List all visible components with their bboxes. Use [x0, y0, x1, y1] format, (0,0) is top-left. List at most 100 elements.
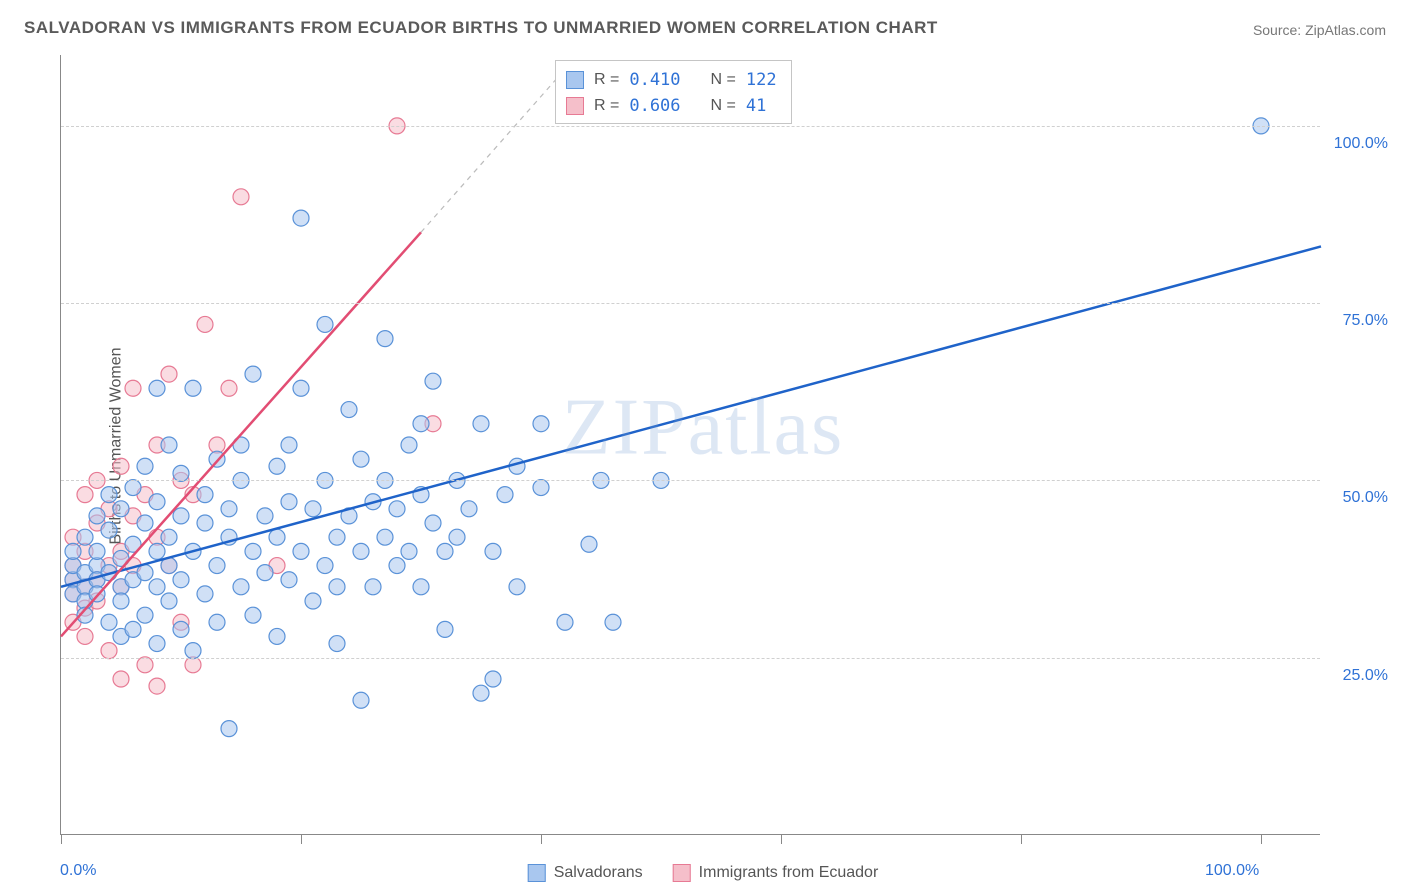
n-label: N = [711, 93, 736, 119]
scatter-point [293, 543, 309, 559]
scatter-point [269, 458, 285, 474]
scatter-point [281, 494, 297, 510]
scatter-point [197, 316, 213, 332]
scatter-point [245, 543, 261, 559]
scatter-point [533, 480, 549, 496]
stats-legend-box: R = 0.410 N = 122R =0.606N = 41 [555, 60, 792, 124]
scatter-point [149, 678, 165, 694]
gridline [61, 658, 1320, 659]
x-tick [781, 834, 782, 844]
scatter-point [77, 628, 93, 644]
stats-row: R = 0.410 N = 122 [566, 67, 777, 93]
x-tick [301, 834, 302, 844]
scatter-point [329, 636, 345, 652]
scatter-point [197, 487, 213, 503]
scatter-point [233, 189, 249, 205]
x-tick-label: 100.0% [1205, 862, 1259, 880]
scatter-point [161, 593, 177, 609]
scatter-point [113, 593, 129, 609]
source-attribution: Source: ZipAtlas.com [1253, 22, 1386, 38]
scatter-point [149, 380, 165, 396]
scatter-point [401, 437, 417, 453]
y-tick-label: 100.0% [1334, 135, 1388, 153]
scatter-point [245, 366, 261, 382]
trend-line [61, 232, 421, 636]
scatter-point [197, 586, 213, 602]
scatter-point [65, 543, 81, 559]
x-tick-label: 0.0% [60, 862, 96, 880]
scatter-point [125, 380, 141, 396]
scatter-point [413, 579, 429, 595]
scatter-point [89, 508, 105, 524]
scatter-point [149, 636, 165, 652]
scatter-point [353, 451, 369, 467]
r-label: R = [594, 93, 619, 119]
scatter-point [533, 416, 549, 432]
scatter-point [209, 614, 225, 630]
scatter-point [281, 437, 297, 453]
scatter-point [317, 558, 333, 574]
scatter-point [101, 522, 117, 538]
y-tick-label: 50.0% [1343, 489, 1388, 507]
scatter-point [353, 543, 369, 559]
x-tick [541, 834, 542, 844]
scatter-point [221, 380, 237, 396]
r-label: R = [594, 67, 619, 93]
y-tick-label: 25.0% [1343, 667, 1388, 685]
scatter-point [605, 614, 621, 630]
scatter-point [317, 316, 333, 332]
scatter-point [125, 621, 141, 637]
scatter-point [77, 487, 93, 503]
scatter-point [557, 614, 573, 630]
scatter-point [137, 565, 153, 581]
scatter-point [149, 579, 165, 595]
gridline [61, 303, 1320, 304]
scatter-point [329, 529, 345, 545]
series-swatch [566, 71, 584, 89]
x-tick [61, 834, 62, 844]
r-value: 0.410 [629, 67, 680, 93]
scatter-point [149, 543, 165, 559]
scatter-point [173, 508, 189, 524]
scatter-point [137, 657, 153, 673]
scatter-point [377, 331, 393, 347]
scatter-point [485, 671, 501, 687]
scatter-point [233, 579, 249, 595]
scatter-point [173, 572, 189, 588]
scatter-point [449, 529, 465, 545]
trend-line [61, 246, 1321, 586]
scatter-point [257, 565, 273, 581]
scatter-point [437, 543, 453, 559]
scatter-point [473, 416, 489, 432]
scatter-point [197, 515, 213, 531]
scatter-point [377, 529, 393, 545]
chart-svg [61, 55, 1320, 834]
scatter-point [221, 721, 237, 737]
plot-area [60, 55, 1320, 835]
scatter-point [437, 621, 453, 637]
scatter-point [221, 501, 237, 517]
scatter-point [137, 458, 153, 474]
scatter-point [101, 614, 117, 630]
legend-item: Immigrants from Ecuador [673, 864, 879, 882]
scatter-point [113, 501, 129, 517]
scatter-point [149, 494, 165, 510]
scatter-point [281, 572, 297, 588]
stats-row: R =0.606N = 41 [566, 93, 777, 119]
scatter-point [113, 458, 129, 474]
scatter-point [401, 543, 417, 559]
legend-item: Salvadorans [528, 864, 643, 882]
x-tick [1021, 834, 1022, 844]
scatter-point [101, 643, 117, 659]
chart-title: SALVADORAN VS IMMIGRANTS FROM ECUADOR BI… [24, 18, 938, 38]
n-value: 41 [746, 93, 766, 119]
scatter-point [413, 416, 429, 432]
scatter-point [89, 543, 105, 559]
n-value: 122 [746, 67, 777, 93]
n-label: N = [711, 67, 736, 93]
x-tick [1261, 834, 1262, 844]
scatter-point [113, 671, 129, 687]
scatter-point [293, 380, 309, 396]
legend-label: Immigrants from Ecuador [699, 864, 879, 882]
series-swatch [528, 864, 546, 882]
